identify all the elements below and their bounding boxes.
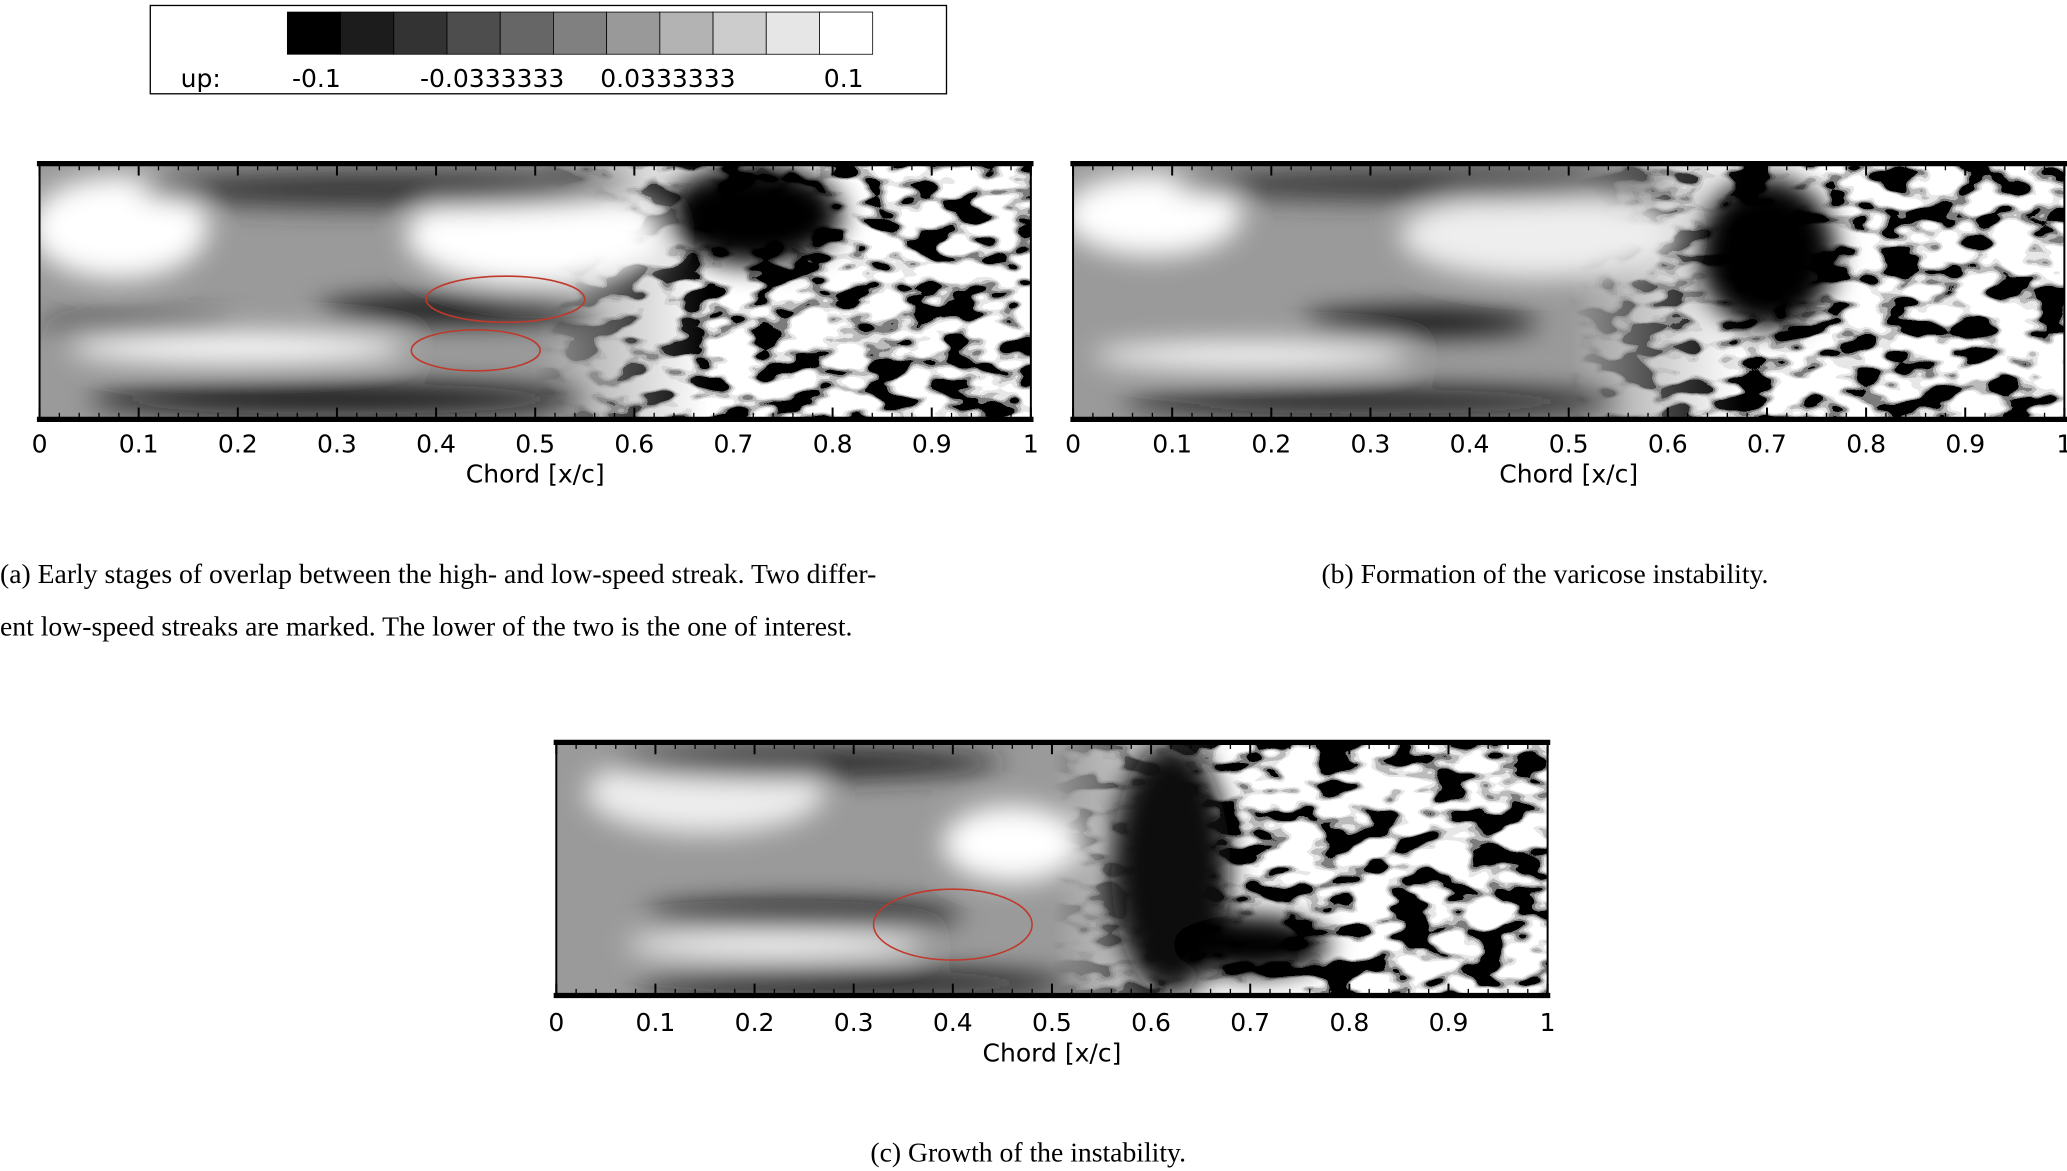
contour-field [39, 163, 1031, 420]
x-tick-label: 0 [548, 1008, 564, 1037]
colorbar-swatch [606, 11, 661, 55]
field-blobs [39, 163, 843, 415]
colorbar-swatch [393, 11, 448, 55]
x-tick-label: 0.8 [813, 429, 853, 458]
caption: (a) Early stages of overlap between the … [0, 558, 876, 589]
x-tick-label: 0.4 [933, 1008, 973, 1037]
colorbar-swatch [499, 11, 554, 55]
x-tick-label: 0.6 [1131, 1008, 1171, 1037]
colorbar-tick-label: 0.1 [824, 64, 864, 93]
field-blob [317, 296, 595, 323]
x-tick-label: 0.9 [912, 429, 952, 458]
colorbar-swatch [340, 11, 395, 55]
colorbar-label: up: [181, 64, 221, 93]
colorbar-swatch [712, 11, 767, 55]
field-blob [1073, 173, 1242, 256]
x-tick-label: 1 [1540, 1008, 1556, 1037]
x-tick-label: 0.3 [834, 1008, 874, 1037]
field-blob [406, 184, 665, 287]
x-tick-label: 0.7 [1747, 429, 1787, 458]
x-axis-label: Chord [x/c] [983, 1038, 1122, 1067]
x-tick-label: 0.7 [714, 429, 754, 458]
x-tick-label: 0.9 [1429, 1008, 1469, 1037]
x-tick-label: 0.7 [1230, 1008, 1270, 1037]
field-blob [645, 901, 963, 928]
colorbar-swatch [765, 11, 820, 55]
x-tick-label: 0.1 [119, 429, 159, 458]
x-tick-label: 0.3 [1351, 429, 1391, 458]
contour-field [1073, 163, 2065, 420]
field-blob [1400, 191, 1678, 279]
highlight-ellipse [425, 275, 586, 324]
field-blob [635, 970, 1072, 996]
colorbar-swatch [819, 11, 874, 55]
field-blob [942, 805, 1082, 882]
panel: 0 0.1 0.2 0.3 0.4 0.5 0.6 0.7 0.8 0.9 1 Chord [x/c] [32, 161, 1039, 489]
contour-field [556, 742, 1548, 996]
colorbar-frame [149, 4, 948, 95]
colorbar-tick-label: -0.0333333 [420, 64, 564, 93]
x-tick-label: 1 [1023, 429, 1039, 458]
field-blob [69, 332, 407, 364]
x-tick-label: 1 [2056, 429, 2067, 458]
colorbar-swatch [286, 11, 341, 55]
field-blob [625, 932, 924, 958]
colorbar-tick-label: -0.1 [292, 64, 341, 93]
field-blob [39, 176, 209, 279]
x-axis-label: Chord [x/c] [1499, 460, 1638, 489]
field-blobs [586, 742, 1330, 996]
caption: (c) Growth of the instability. [870, 1137, 1186, 1168]
field-blob [138, 171, 635, 208]
x-tick-label: 0.2 [218, 429, 258, 458]
colorbar-swatch [446, 11, 501, 55]
x-tick-label: 0.3 [317, 429, 357, 458]
x-tick-label: 0.5 [1032, 1008, 1072, 1037]
colorbar-tick-label: 0.0333333 [600, 64, 735, 93]
x-tick-label: 0.5 [1549, 429, 1589, 458]
caption: (b) Formation of the varicose instabilit… [1321, 558, 1768, 589]
field-blob [1122, 388, 1619, 415]
highlight-ellipse [410, 329, 541, 372]
x-axis-label: Chord [x/c] [466, 460, 605, 489]
field-blob [1092, 342, 1411, 369]
x-tick-label: 0 [1065, 429, 1081, 458]
field-blob [1172, 168, 1668, 200]
field-blob [664, 163, 843, 266]
field-blob [1170, 914, 1330, 976]
colorbar-swatch [659, 11, 714, 55]
panel: 0 0.1 0.2 0.3 0.4 0.5 0.6 0.7 0.8 0.9 1 Chord [x/c] [1065, 161, 2067, 489]
x-tick-label: 0.6 [1648, 429, 1688, 458]
x-tick-label: 0 [32, 429, 48, 458]
x-tick-label: 0.9 [1945, 429, 1985, 458]
x-tick-label: 0.2 [735, 1008, 775, 1037]
x-tick-label: 0.1 [636, 1008, 676, 1037]
field-blob [1301, 309, 1539, 336]
field-blob [89, 383, 585, 415]
x-tick-label: 0.6 [614, 429, 654, 458]
x-tick-label: 0.4 [416, 429, 456, 458]
caption: ent low-speed streaks are marked. The lo… [0, 611, 852, 642]
field-blob [1697, 176, 1837, 330]
colorbar-swatch [553, 11, 608, 55]
field-blob [39, 317, 238, 333]
field-blob [605, 747, 1003, 778]
x-tick-label: 0.5 [515, 429, 555, 458]
x-tick-label: 0.8 [1329, 1008, 1369, 1037]
x-tick-label: 0.8 [1846, 429, 1886, 458]
panel: 0 0.1 0.2 0.3 0.4 0.5 0.6 0.7 0.8 0.9 1 Chord [x/c] [548, 739, 1556, 1067]
highlight-ellipse [872, 888, 1033, 961]
field-blobs [1073, 168, 1837, 415]
x-tick-label: 0.1 [1152, 429, 1192, 458]
x-tick-label: 0.4 [1450, 429, 1490, 458]
x-tick-label: 0.2 [1251, 429, 1291, 458]
